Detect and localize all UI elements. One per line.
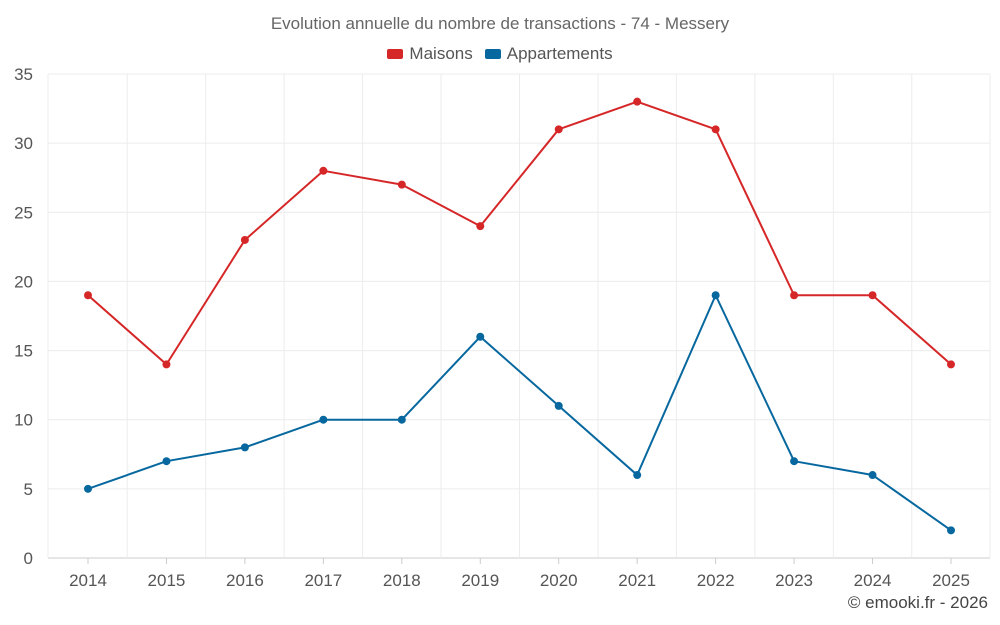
x-tick-label: 2023 (775, 571, 813, 590)
x-tick-label: 2022 (697, 571, 735, 590)
x-tick-label: 2018 (383, 571, 421, 590)
legend-swatch-maisons (387, 49, 404, 59)
x-tick-label: 2019 (461, 571, 499, 590)
data-point-appartements[interactable] (162, 457, 171, 466)
x-tick-label: 2021 (618, 571, 656, 590)
data-point-maisons[interactable] (240, 235, 249, 244)
data-point-appartements[interactable] (711, 291, 720, 300)
data-point-appartements[interactable] (554, 401, 563, 410)
x-tick-label: 2024 (854, 571, 892, 590)
data-point-appartements[interactable] (397, 415, 406, 424)
legend-item-maisons[interactable]: Maisons (387, 44, 473, 64)
y-tick-label: 30 (14, 134, 33, 153)
data-point-appartements[interactable] (790, 457, 799, 466)
data-point-maisons[interactable] (319, 166, 328, 175)
y-tick-label: 15 (14, 342, 33, 361)
data-point-maisons[interactable] (633, 97, 642, 106)
data-point-maisons[interactable] (711, 125, 720, 134)
data-point-maisons[interactable] (554, 125, 563, 134)
grid (47, 73, 991, 559)
data-point-appartements[interactable] (868, 471, 877, 480)
chart-title: Evolution annuelle du nombre de transact… (270, 14, 730, 33)
data-point-appartements[interactable] (240, 443, 249, 452)
data-point-maisons[interactable] (947, 360, 955, 369)
x-tick-label: 2025 (932, 571, 970, 590)
legend-item-appartements[interactable]: Appartements (484, 44, 613, 64)
data-point-maisons[interactable] (476, 222, 485, 231)
legend-swatch-appartements (484, 49, 501, 59)
y-tick-label: 5 (24, 480, 33, 499)
y-tick-label: 20 (14, 272, 33, 291)
data-point-appartements[interactable] (84, 484, 92, 493)
data-point-maisons[interactable] (790, 291, 799, 300)
x-tick-label: 2020 (540, 571, 578, 590)
data-point-appartements[interactable] (319, 415, 328, 424)
x-tick-label: 2014 (69, 571, 107, 590)
data-point-maisons[interactable] (868, 291, 877, 300)
data-point-appartements[interactable] (633, 471, 642, 480)
x-tick-label: 2017 (304, 571, 342, 590)
data-point-maisons[interactable] (397, 180, 406, 189)
y-tick-label: 0 (24, 549, 33, 568)
legend-label-maisons: Maisons (409, 44, 473, 63)
series-line-appartements (87, 294, 952, 532)
data-point-appartements[interactable] (476, 332, 485, 341)
y-tick-label: 10 (14, 411, 33, 430)
x-tick-label: 2015 (148, 571, 186, 590)
series-line-maisons (87, 100, 952, 366)
credit-text[interactable]: © emooki.fr - 2026 (847, 593, 988, 612)
y-tick-label: 25 (14, 203, 33, 222)
data-point-appartements[interactable] (947, 526, 955, 535)
data-point-maisons[interactable] (84, 291, 92, 300)
y-tick-label: 35 (14, 65, 33, 84)
x-tick-label: 2016 (226, 571, 264, 590)
legend-label-appartements: Appartements (506, 44, 613, 63)
series-layer (84, 97, 955, 535)
data-point-maisons[interactable] (162, 360, 171, 369)
legend: Maisons Appartements (0, 44, 1000, 64)
